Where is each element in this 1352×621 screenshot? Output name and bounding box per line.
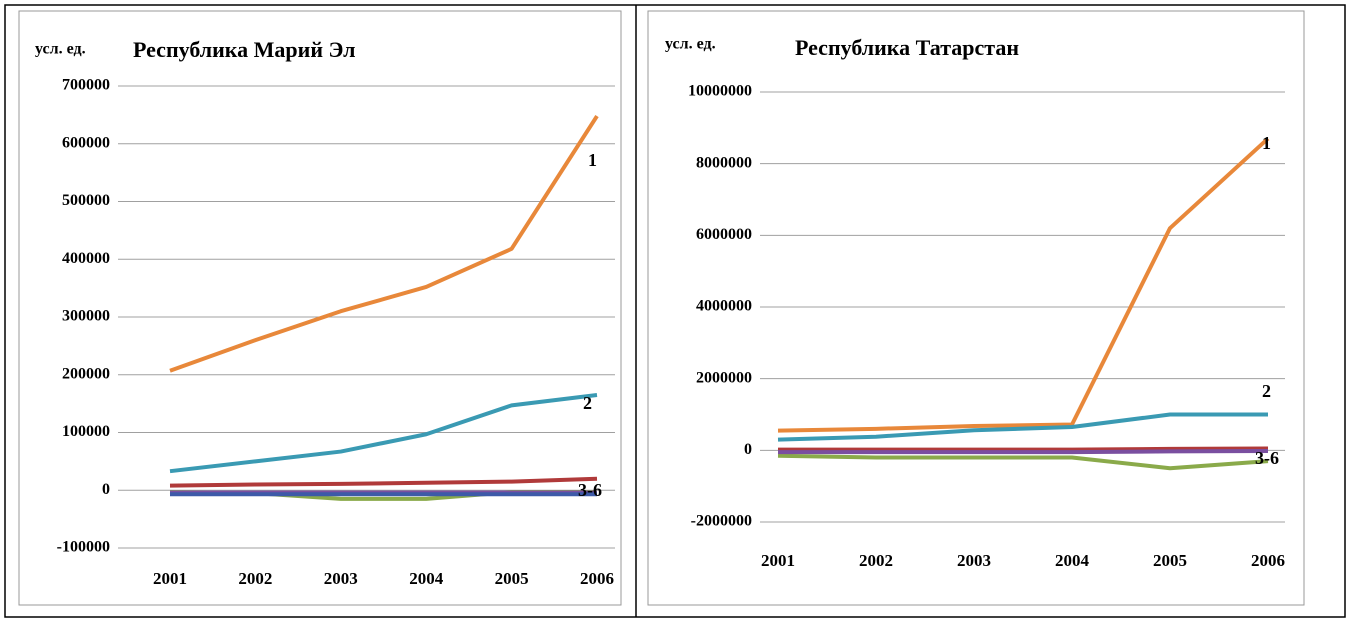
y-tick-label: 0	[744, 441, 752, 458]
chart-title: Республика Татарстан	[795, 35, 1019, 60]
x-tick-label: 2002	[859, 551, 893, 570]
y-tick-label: 500000	[62, 192, 110, 209]
y-tick-label: 0	[102, 481, 110, 498]
chart-frame	[647, 10, 1305, 606]
y-tick-label: 700000	[62, 77, 110, 94]
annotation: 3-6	[1255, 448, 1279, 468]
data-line	[777, 412, 1268, 442]
x-tick-label: 2001	[761, 551, 795, 570]
x-tick-label: 2005	[1153, 551, 1187, 570]
y-tick-label: 2000000	[696, 369, 752, 386]
annotation: 2	[583, 393, 592, 413]
data-line	[778, 449, 1269, 455]
outer-border	[4, 4, 1346, 618]
x-tick-label: 2001	[153, 569, 187, 588]
x-tick-label: 2003	[324, 569, 358, 588]
x-tick-label: 2002	[238, 569, 272, 588]
data-line	[777, 137, 1270, 433]
data-line	[777, 453, 1269, 471]
x-tick-label: 2003	[957, 551, 991, 570]
y-tick-label: 300000	[62, 308, 110, 325]
data-line	[169, 114, 599, 373]
chart-frame	[18, 10, 622, 606]
y-tick-label: 400000	[62, 250, 110, 267]
data-line	[169, 476, 598, 488]
y-axis-label: усл. ед.	[665, 36, 716, 53]
y-tick-label: 100000	[62, 423, 110, 440]
y-tick-label: 10000000	[688, 83, 752, 100]
y-tick-label: 200000	[62, 365, 110, 382]
data-line	[169, 392, 598, 474]
x-tick-label: 2006	[1251, 551, 1285, 570]
y-tick-label: 6000000	[696, 226, 752, 243]
annotation: 1	[588, 150, 597, 170]
annotation: 3-6	[578, 480, 602, 500]
x-tick-label: 2005	[495, 569, 529, 588]
y-axis-label: усл. ед.	[35, 41, 86, 58]
data-line	[778, 446, 1269, 452]
y-tick-label: 600000	[62, 134, 110, 151]
y-tick-label: -2000000	[691, 513, 752, 530]
chart-title: Республика Марий Эл	[133, 37, 355, 62]
annotation: 1	[1262, 133, 1271, 153]
y-tick-label: 8000000	[696, 154, 752, 171]
x-tick-label: 2006	[580, 569, 614, 588]
y-tick-label: 4000000	[696, 298, 752, 315]
y-tick-label: -100000	[57, 539, 110, 556]
x-tick-label: 2004	[1055, 551, 1090, 570]
x-tick-label: 2004	[409, 569, 444, 588]
annotation: 2	[1262, 381, 1271, 401]
